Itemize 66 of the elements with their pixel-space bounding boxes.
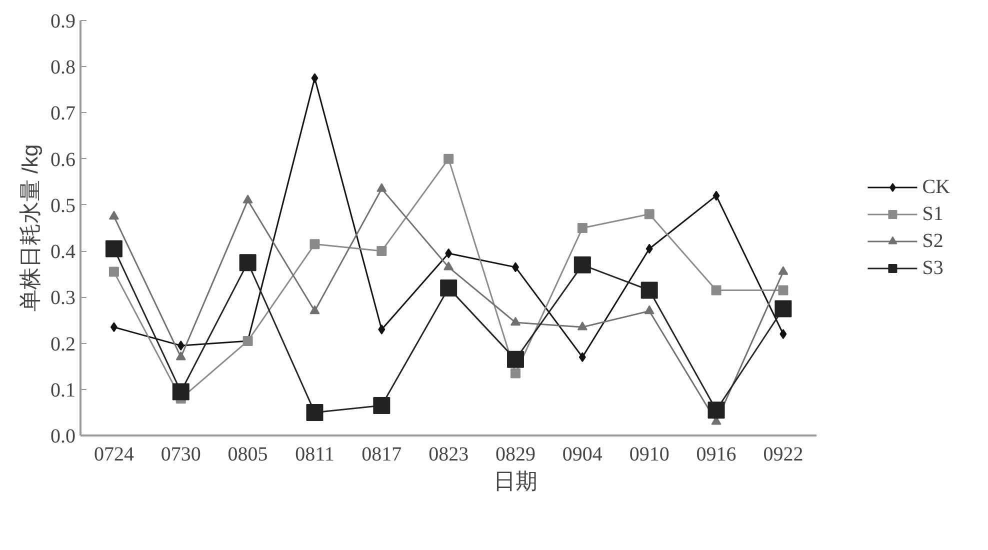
y-axis-title: 单株日耗水量 /kg — [18, 144, 42, 312]
point — [110, 322, 118, 332]
point — [644, 209, 654, 220]
legend-label: S3 — [922, 256, 944, 280]
y-tick-label: 0.9 — [50, 10, 76, 32]
point — [574, 256, 591, 274]
x-tick-label: 0805 — [228, 444, 268, 466]
point — [646, 244, 653, 254]
legend-label: S2 — [922, 230, 944, 252]
point — [177, 340, 184, 351]
point — [306, 404, 324, 421]
point — [711, 285, 722, 296]
x-axis-title: 日期 — [494, 468, 538, 494]
point — [708, 402, 725, 419]
point — [510, 316, 520, 326]
point — [105, 240, 122, 258]
y-tick-label: 0.7 — [50, 102, 76, 125]
point — [640, 282, 658, 299]
x-tick-label: 0811 — [295, 444, 334, 466]
x-tick-label: 0916 — [696, 444, 736, 466]
x-tick-label: 0910 — [629, 444, 670, 466]
point — [774, 300, 792, 318]
point — [778, 285, 788, 296]
point — [310, 239, 320, 250]
x-tick-label: 0724 — [94, 444, 134, 466]
point — [108, 210, 119, 220]
point — [444, 154, 454, 164]
point — [239, 254, 256, 272]
point — [242, 194, 253, 204]
y-tick-label: 0.1 — [50, 379, 76, 402]
legend-label: S1 — [922, 202, 944, 226]
point — [376, 246, 387, 256]
point — [373, 397, 390, 414]
point — [644, 305, 654, 314]
point — [311, 73, 318, 84]
point — [577, 321, 588, 330]
point — [578, 352, 586, 362]
x-tick-label: 0922 — [763, 444, 804, 466]
point — [176, 351, 186, 360]
x-tick-label: 0823 — [428, 444, 469, 466]
y-tick-label: 0.4 — [50, 241, 76, 264]
legend-label: CK — [922, 176, 950, 198]
y-tick-label: 0.3 — [50, 287, 76, 310]
point — [108, 266, 119, 277]
point — [507, 350, 524, 368]
x-tick-label: 0904 — [562, 444, 602, 466]
point — [376, 183, 387, 192]
y-tick-label: 0.8 — [50, 56, 76, 79]
point — [445, 248, 452, 258]
point — [780, 329, 787, 340]
y-tick-label: 0.6 — [50, 148, 76, 171]
x-tick-label: 0730 — [160, 444, 201, 466]
point — [378, 324, 386, 334]
point — [444, 262, 454, 270]
point — [510, 368, 520, 378]
point — [172, 383, 190, 400]
x-tick-label: 0817 — [362, 444, 402, 466]
y-tick-label: 0.0 — [50, 426, 76, 448]
point — [310, 305, 320, 314]
point — [778, 266, 788, 275]
y-tick-label: 0.5 — [50, 194, 76, 217]
y-tick-label: 0.2 — [50, 333, 76, 356]
point — [440, 279, 458, 296]
point — [577, 223, 588, 233]
x-tick-label: 0829 — [496, 444, 536, 466]
point — [712, 190, 720, 201]
